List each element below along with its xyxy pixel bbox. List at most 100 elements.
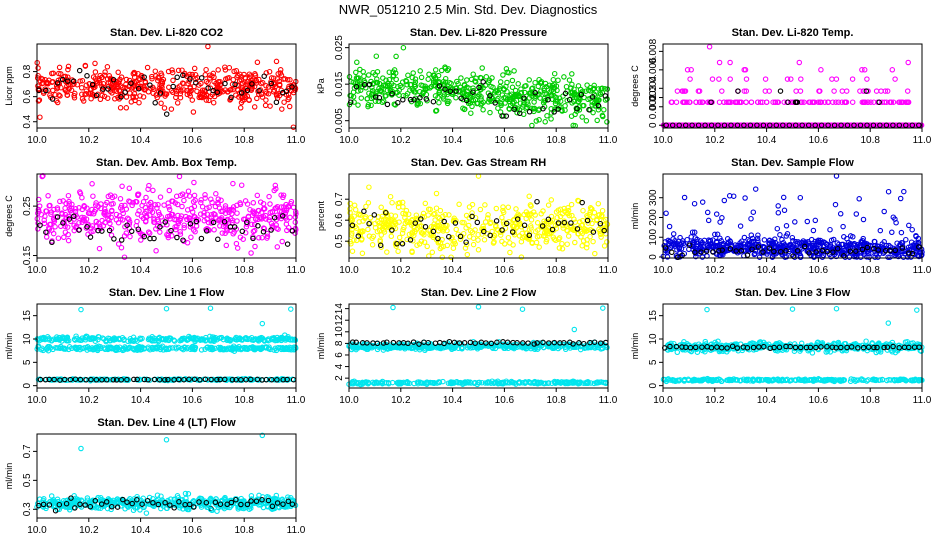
data-point (205, 219, 212, 226)
data-point (127, 336, 134, 342)
data-point (515, 81, 521, 87)
data-point (209, 334, 216, 340)
data-point (824, 246, 831, 253)
data-point (277, 67, 284, 73)
data-point (597, 223, 604, 229)
highlight-point (824, 249, 831, 255)
outlier-point (797, 194, 804, 201)
data-point (173, 88, 180, 94)
data-point (743, 76, 750, 82)
data-point (466, 215, 472, 221)
highlight-point (191, 376, 198, 383)
data-point (130, 94, 136, 101)
highlight-point (186, 376, 192, 383)
data-point (102, 208, 109, 215)
data-point (399, 199, 406, 206)
data-point (212, 203, 219, 210)
y-tick-label: 0.5 (334, 234, 345, 248)
highlight-point (755, 244, 762, 250)
data-point (495, 105, 501, 111)
data-point (83, 216, 90, 222)
highlight-point (163, 111, 170, 117)
panel-title: Stan. Dev. Li-820 Temp. (732, 27, 854, 39)
highlight-point (906, 250, 912, 256)
data-point (472, 79, 479, 85)
y-tick-label: 200 (648, 209, 659, 226)
data-point (761, 237, 768, 243)
data-point (384, 249, 390, 255)
data-point (504, 88, 510, 95)
highlight-point (703, 248, 710, 254)
highlight-point (110, 77, 117, 83)
data-point (696, 99, 703, 105)
data-point (779, 250, 785, 256)
data-point (781, 207, 788, 214)
data-point (365, 226, 371, 233)
data-point (592, 250, 598, 257)
data-point (234, 245, 241, 251)
y-tick-label: 0 (648, 254, 659, 260)
data-point (663, 210, 669, 217)
data-point (470, 71, 476, 77)
data-point (90, 74, 97, 80)
highlight-point (441, 218, 447, 225)
data-point (280, 192, 287, 198)
x-tick-label: 10.0 (339, 265, 359, 276)
data-point (266, 68, 273, 75)
data-point (485, 212, 491, 218)
data-point (155, 201, 161, 208)
highlight-point (67, 376, 74, 383)
highlight-point (819, 247, 826, 254)
highlight-point (526, 109, 533, 115)
data-point (235, 346, 242, 352)
data-point (259, 345, 265, 352)
data-point (741, 88, 748, 94)
data-point (400, 204, 406, 210)
data-point (137, 93, 143, 99)
data-point (564, 241, 570, 247)
data-point (438, 67, 445, 74)
highlight-point (909, 250, 916, 257)
data-point (390, 73, 396, 80)
highlight-point (268, 376, 275, 383)
data-point (895, 251, 902, 258)
highlight-point (165, 376, 171, 383)
y-tick-label: 5 (22, 359, 33, 365)
x-tick-label: 10.2 (705, 135, 725, 146)
data-point (366, 184, 372, 190)
highlight-point (256, 87, 262, 94)
panel-title: Stan. Dev. Gas Stream RH (411, 157, 547, 169)
data-point (73, 223, 80, 229)
highlight-point (76, 67, 83, 74)
x-tick-label: 11.0 (913, 135, 932, 146)
data-point (479, 65, 485, 71)
highlight-point (361, 82, 368, 88)
data-point (357, 381, 364, 388)
highlight-point (481, 228, 487, 235)
data-point (270, 75, 277, 81)
data-point (755, 238, 761, 244)
data-point (499, 214, 505, 221)
data-point (741, 234, 748, 241)
data-point (682, 99, 688, 105)
data-point (240, 236, 246, 242)
data-point (680, 240, 687, 247)
data-point (171, 337, 177, 343)
data-point (105, 193, 112, 200)
y-tick-label: 0.7 (334, 192, 345, 206)
data-point (817, 243, 823, 249)
highlight-point (480, 79, 486, 85)
outlier-point (163, 305, 170, 312)
data-point (247, 206, 253, 213)
plot-frame (348, 43, 609, 129)
highlight-point (355, 233, 362, 239)
y-tick-label: 0.15 (22, 245, 33, 265)
data-point (147, 346, 153, 353)
data-point (251, 104, 258, 110)
data-point (455, 80, 461, 87)
x-tick-label: 10.8 (546, 135, 566, 146)
data-point (827, 242, 834, 248)
data-point (101, 336, 107, 342)
